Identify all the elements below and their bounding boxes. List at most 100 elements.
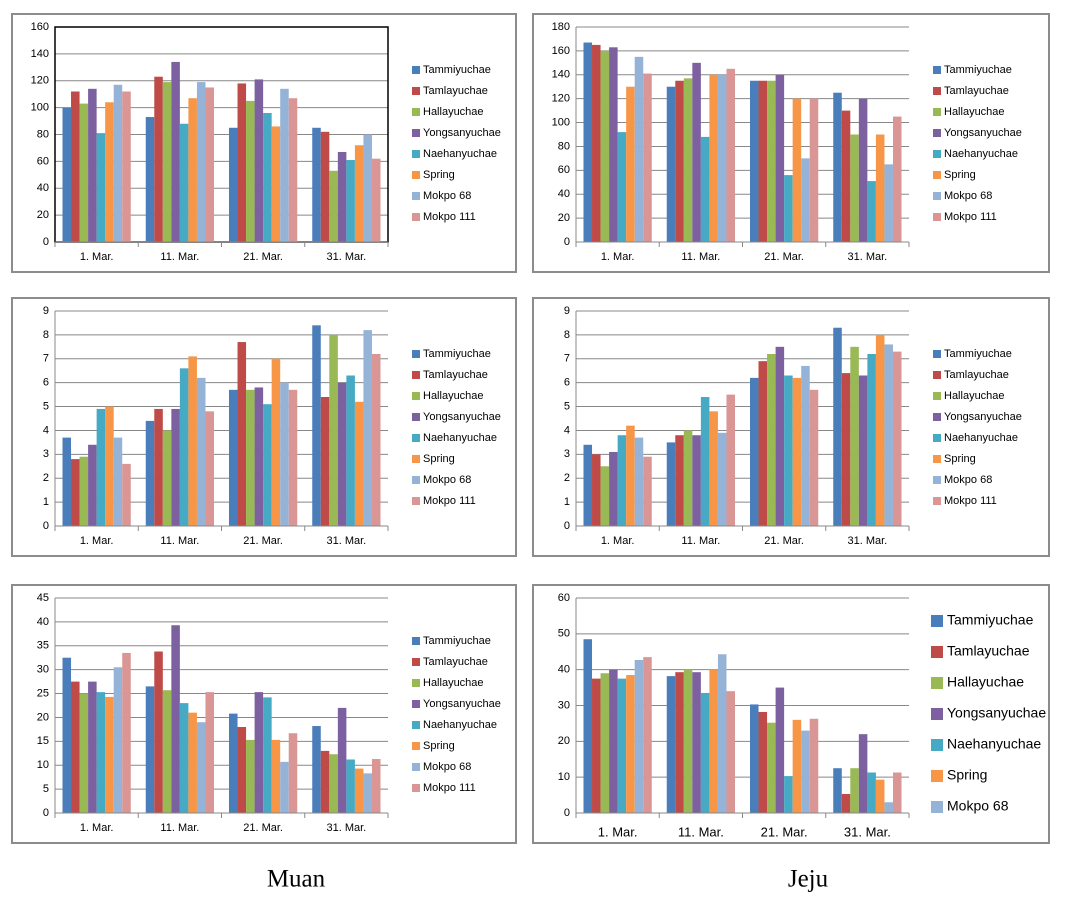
bar bbox=[675, 672, 684, 813]
bar bbox=[600, 466, 610, 526]
legend-swatch bbox=[933, 87, 941, 95]
x-tick-label: 11. Mar. bbox=[160, 535, 199, 547]
y-tick-label: 5 bbox=[43, 783, 49, 795]
bar bbox=[784, 776, 793, 813]
y-tick-label: 3 bbox=[564, 448, 570, 460]
bar bbox=[162, 690, 172, 813]
bar bbox=[105, 406, 114, 526]
legend-label: Mokpo 68 bbox=[423, 474, 471, 486]
bar bbox=[263, 697, 272, 813]
bar bbox=[666, 86, 676, 242]
bar bbox=[643, 73, 652, 242]
bar bbox=[145, 420, 155, 526]
bar bbox=[228, 127, 238, 242]
legend-swatch bbox=[933, 413, 941, 421]
bar bbox=[583, 444, 593, 526]
legend-swatch bbox=[931, 801, 943, 813]
legend-swatch bbox=[412, 497, 420, 505]
x-tick-label: 21. Mar. bbox=[764, 535, 804, 547]
bar bbox=[875, 334, 885, 526]
x-tick-label: 31. Mar. bbox=[848, 535, 888, 547]
bar bbox=[841, 373, 851, 526]
bar bbox=[271, 358, 281, 526]
y-tick-label: 3 bbox=[43, 448, 49, 460]
legend-swatch bbox=[933, 150, 941, 158]
bar bbox=[354, 145, 364, 242]
bar bbox=[363, 134, 372, 242]
bar bbox=[884, 802, 893, 813]
bar bbox=[809, 718, 819, 813]
legend-swatch bbox=[412, 66, 420, 74]
bar bbox=[683, 78, 693, 242]
legend-label: Naehanyuchae bbox=[423, 432, 497, 444]
bar bbox=[609, 47, 618, 242]
legend-swatch bbox=[412, 129, 420, 137]
bar bbox=[833, 768, 842, 813]
x-tick-label: 1. Mar. bbox=[598, 824, 638, 839]
y-tick-label: 40 bbox=[558, 188, 570, 200]
bar bbox=[717, 654, 727, 813]
y-tick-label: 160 bbox=[552, 45, 570, 57]
legend-label: Spring bbox=[944, 453, 976, 465]
bar bbox=[850, 134, 859, 242]
legend-label: Yongsanyuchae bbox=[947, 705, 1046, 721]
bar bbox=[354, 768, 364, 813]
bar bbox=[683, 430, 693, 526]
legend-swatch bbox=[412, 476, 420, 484]
legend-swatch bbox=[933, 171, 941, 179]
legend-swatch bbox=[412, 637, 420, 645]
bar bbox=[709, 669, 718, 813]
bar bbox=[79, 103, 89, 242]
y-tick-label: 4 bbox=[564, 424, 570, 436]
bar bbox=[88, 444, 97, 526]
bar bbox=[62, 437, 72, 526]
legend-label: Yongsanyuchae bbox=[423, 411, 501, 423]
y-tick-label: 20 bbox=[37, 711, 49, 723]
bar bbox=[228, 713, 238, 813]
x-tick-label: 21. Mar. bbox=[243, 535, 283, 547]
bar bbox=[617, 132, 627, 242]
legend-label: Hallayuchae bbox=[944, 106, 1005, 118]
legend-swatch bbox=[933, 371, 941, 379]
y-tick-label: 10 bbox=[37, 759, 49, 771]
legend-label: Mokpo 111 bbox=[944, 495, 997, 507]
bar bbox=[254, 79, 264, 242]
legend-label: Tammiyuchae bbox=[423, 348, 491, 360]
bar bbox=[205, 692, 215, 813]
legend-swatch bbox=[933, 350, 941, 358]
bar bbox=[320, 397, 330, 526]
legend-label: Mokpo 111 bbox=[423, 495, 476, 507]
bar bbox=[841, 110, 851, 242]
caption: Muan bbox=[267, 866, 326, 893]
bar bbox=[122, 652, 131, 813]
x-tick-label: 31. Mar. bbox=[848, 251, 888, 263]
legend-label: Naehanyuchae bbox=[423, 148, 497, 160]
bar bbox=[88, 88, 97, 242]
bar bbox=[858, 734, 868, 813]
bar bbox=[767, 354, 776, 526]
bar bbox=[709, 411, 718, 526]
bar bbox=[312, 325, 321, 526]
bar bbox=[320, 131, 330, 242]
y-tick-label: 60 bbox=[558, 592, 570, 604]
bar bbox=[643, 456, 652, 526]
bar bbox=[758, 361, 768, 526]
y-tick-label: 140 bbox=[31, 48, 49, 60]
bar bbox=[312, 127, 321, 242]
bar bbox=[626, 425, 635, 526]
bar bbox=[346, 160, 355, 242]
y-tick-label: 0 bbox=[43, 807, 49, 819]
legend-label: Tamlayuchae bbox=[944, 369, 1009, 381]
bar bbox=[784, 375, 793, 526]
bar bbox=[809, 389, 819, 526]
y-tick-label: 6 bbox=[43, 377, 49, 389]
legend-label: Naehanyuchae bbox=[423, 719, 497, 731]
y-tick-label: 8 bbox=[43, 329, 49, 341]
bar bbox=[237, 342, 247, 526]
legend-label: Tammiyuchae bbox=[947, 612, 1034, 628]
legend-swatch bbox=[412, 171, 420, 179]
bar bbox=[71, 91, 80, 242]
y-tick-label: 160 bbox=[31, 21, 49, 33]
bar bbox=[346, 375, 355, 526]
